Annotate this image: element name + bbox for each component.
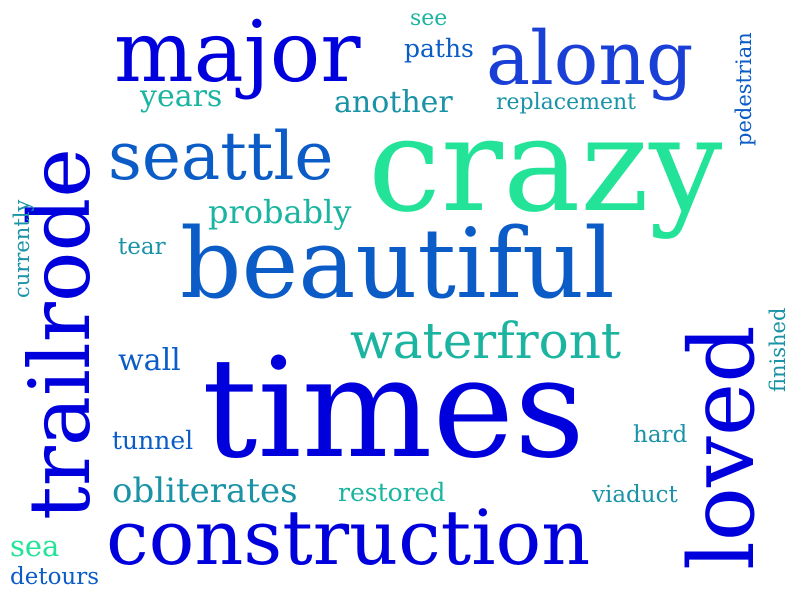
word-pedestrian: pedestrian xyxy=(732,32,756,146)
word-tear: tear xyxy=(118,234,166,260)
word-crazy: crazy xyxy=(368,89,723,241)
word-times: times xyxy=(202,328,585,489)
word-replacement: replacement xyxy=(496,90,637,115)
word-restored: restored xyxy=(338,478,446,507)
word-detours: detours xyxy=(10,564,100,590)
word-tunnel: tunnel xyxy=(112,426,194,455)
word-see: see xyxy=(410,6,448,31)
word-another: another xyxy=(334,85,453,120)
word-viaduct: viaduct xyxy=(592,482,678,508)
word-wall: wall xyxy=(118,343,181,378)
word-hard: hard xyxy=(633,422,688,448)
word-major: major xyxy=(114,3,361,101)
word-paths: paths xyxy=(404,34,474,63)
word-beautiful: beautiful xyxy=(180,208,615,320)
word-along: along xyxy=(486,16,694,102)
word-finished: finished xyxy=(766,307,790,392)
word-loved: loved xyxy=(670,325,775,570)
word-currently: currently xyxy=(10,199,34,298)
word-waterfront: waterfront xyxy=(350,312,621,370)
word-obliterates: obliterates xyxy=(112,471,298,511)
word-probably: probably xyxy=(208,193,352,231)
word-seattle: seattle xyxy=(108,118,334,195)
word-years: years xyxy=(140,79,223,114)
word-construction: construction xyxy=(106,493,591,582)
word-sea: sea xyxy=(10,529,60,563)
